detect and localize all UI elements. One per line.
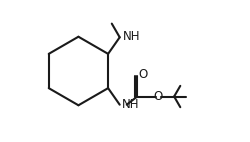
Text: NH: NH [122, 98, 139, 111]
Text: O: O [153, 90, 162, 103]
Text: O: O [139, 68, 148, 81]
Text: NH: NH [123, 30, 140, 43]
